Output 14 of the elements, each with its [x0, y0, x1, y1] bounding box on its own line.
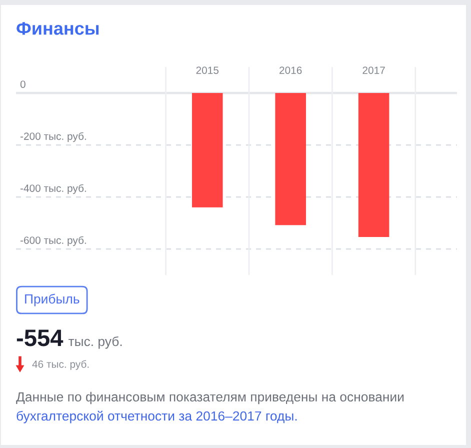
- y-tick-label: 0: [20, 80, 26, 88]
- x-tick-label: 2015: [196, 66, 219, 74]
- text: бухгалтерской отчетности за 2016–2017 годы.: [16, 410, 297, 424]
- y-tick-label: -600 тыс. руб.: [20, 236, 86, 246]
- text: Данные по финансовым показателям приведены на основании: [16, 392, 404, 404]
- text: 46 тыс. руб.: [32, 360, 89, 370]
- text: -554: [16, 330, 64, 346]
- text: Прибыль: [25, 294, 80, 306]
- y-tick-label: -400 тыс. руб.: [20, 184, 86, 194]
- chart-title: Финансы: [16, 22, 99, 35]
- x-tick-label: 2017: [362, 66, 385, 74]
- text: тыс. руб.: [68, 336, 122, 349]
- x-tick-label: 2016: [280, 66, 302, 74]
- y-tick-label: -200 тыс. руб.: [20, 132, 86, 142]
